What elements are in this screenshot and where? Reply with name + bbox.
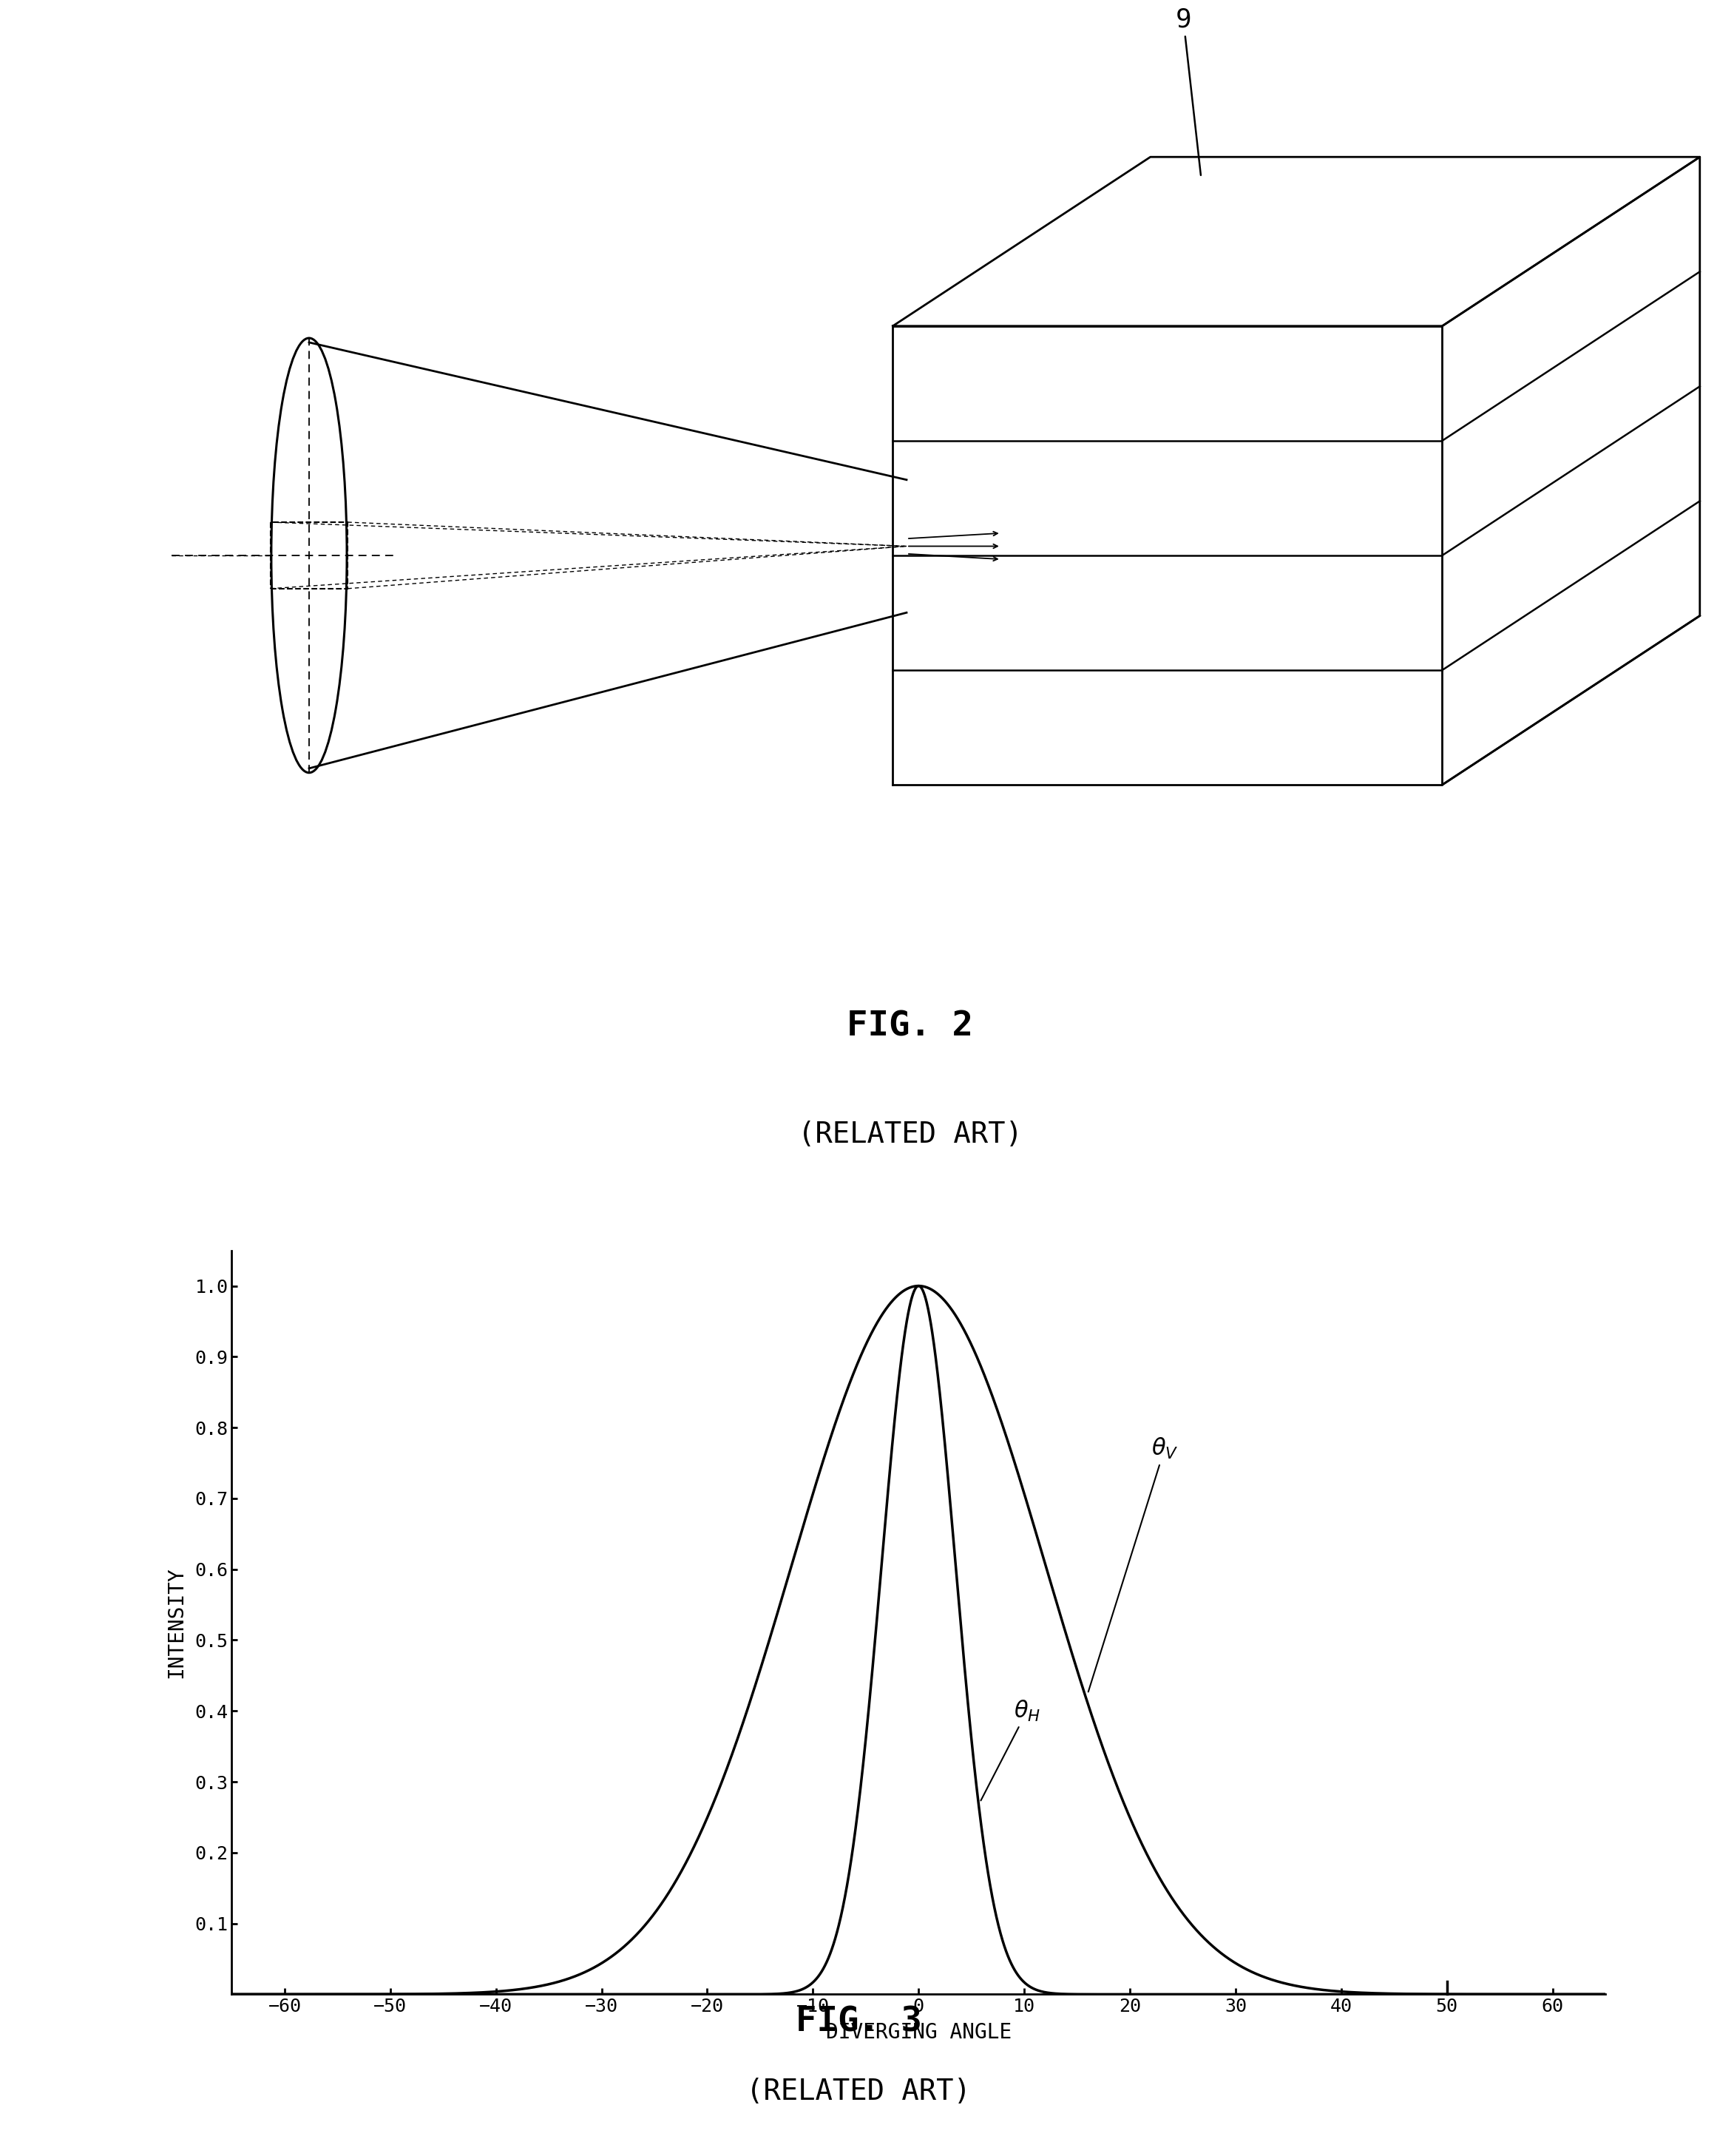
X-axis label: DIVERGING ANGLE: DIVERGING ANGLE: [826, 2022, 1011, 2042]
Text: $\theta_H$: $\theta_H$: [980, 1699, 1041, 1800]
Text: FIG. 3: FIG. 3: [795, 2005, 922, 2040]
Text: 9: 9: [1174, 6, 1200, 175]
Y-axis label: INTENSITY: INTENSITY: [167, 1567, 187, 1677]
Bar: [271, 522, 347, 589]
Text: $\theta_V$: $\theta_V$: [1089, 1436, 1178, 1692]
Text: FIG. 2: FIG. 2: [846, 1009, 974, 1044]
Text: (RELATED ART): (RELATED ART): [798, 1121, 1022, 1149]
Text: (RELATED ART): (RELATED ART): [747, 2076, 970, 2106]
